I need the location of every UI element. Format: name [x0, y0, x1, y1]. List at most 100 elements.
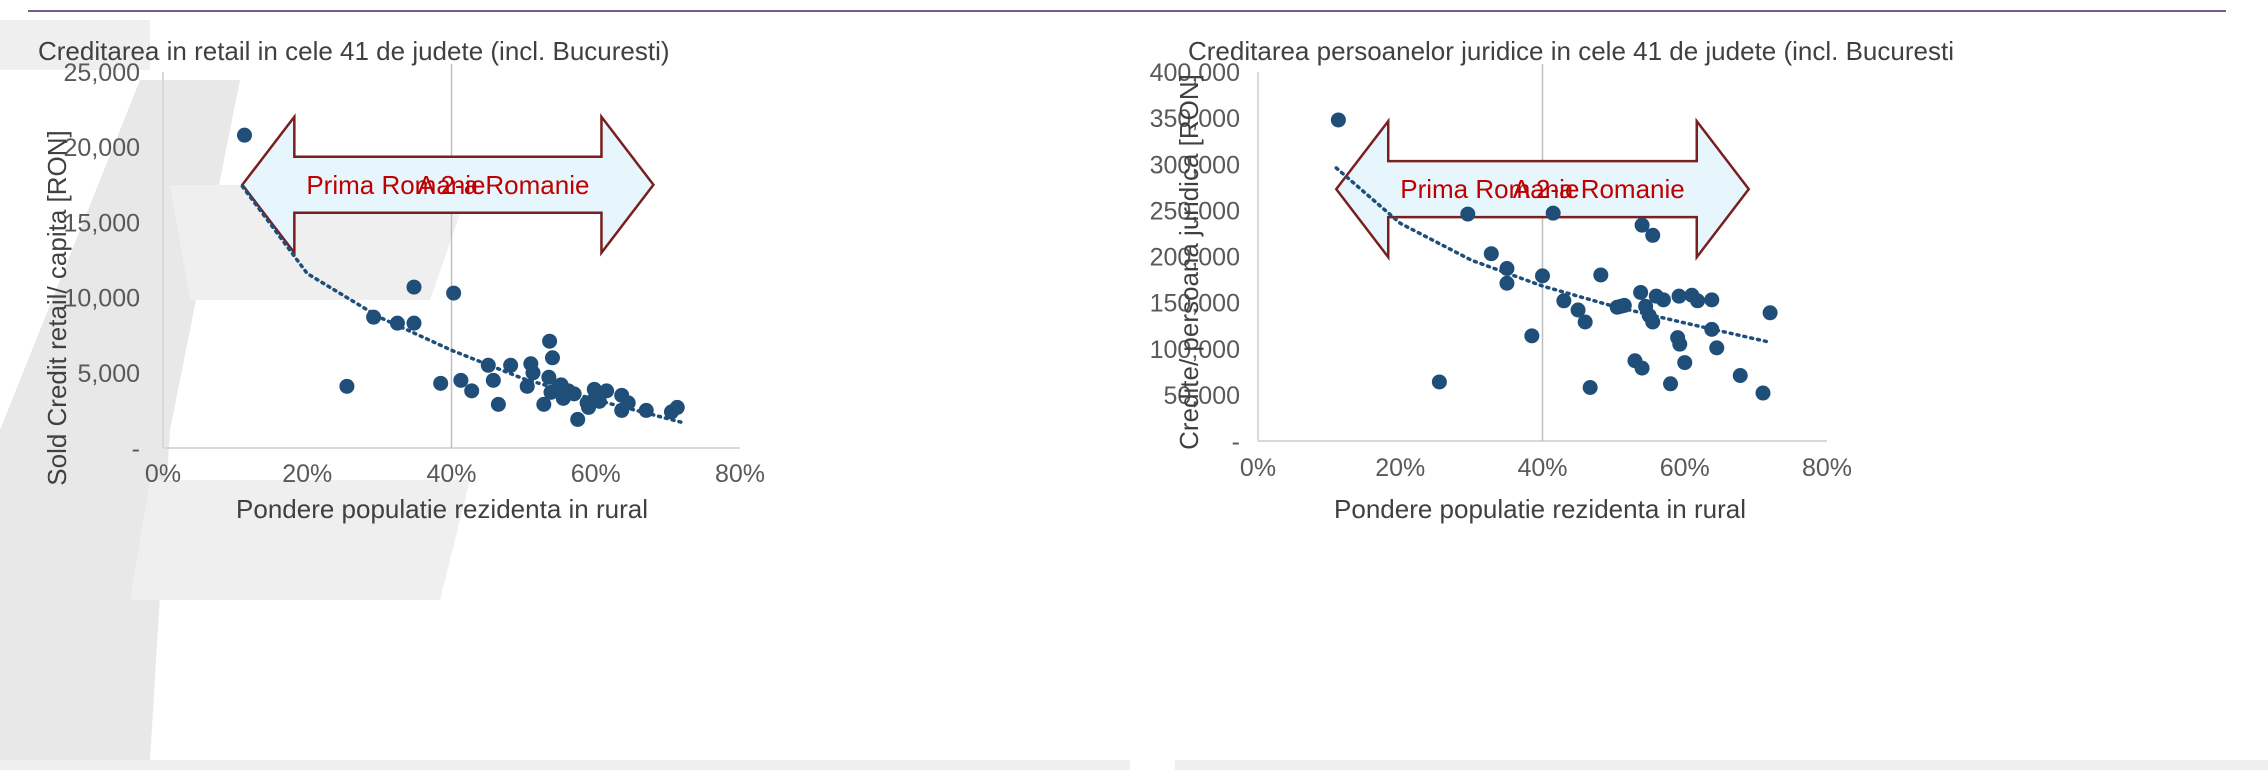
arrow-label-right: A 2-a Romanie — [1513, 174, 1685, 204]
y-tick-label: 100,000 — [1150, 336, 1240, 364]
y-tick-label: 25,000 — [64, 59, 140, 87]
x-tick-label: 0% — [145, 460, 181, 488]
data-point — [406, 279, 422, 295]
y-tick-label: 200,000 — [1150, 244, 1240, 272]
data-point — [1645, 314, 1661, 330]
data-point — [1593, 267, 1609, 283]
y-axis-ticks: - 5,000 10,000 15,000 20,000 25,000 — [64, 59, 140, 463]
data-point — [570, 411, 586, 427]
data-point — [1704, 292, 1720, 308]
data-point — [1677, 355, 1693, 371]
x-axis-ticks: 0% 20% 40% 60% 80% — [1240, 454, 1852, 482]
x-tick-label: 40% — [426, 460, 476, 488]
y-axis-label: Credite/ persoana juridica [RON] — [1174, 74, 1204, 450]
data-point — [1672, 336, 1688, 352]
data-point — [536, 396, 552, 412]
data-point — [1582, 379, 1598, 395]
data-points — [237, 127, 685, 427]
x-axis-label: Pondere populatie rezidenta in rural — [236, 494, 648, 524]
data-point — [519, 378, 535, 394]
data-point — [1663, 376, 1679, 392]
data-point — [1330, 112, 1346, 128]
data-point — [1704, 321, 1720, 337]
data-point — [1755, 385, 1771, 401]
data-point — [1655, 292, 1671, 308]
x-tick-label: 60% — [1660, 454, 1710, 482]
chart-title: Creditarea in retail in cele 41 de judet… — [38, 36, 670, 66]
y-tick-label: 50,000 — [1164, 382, 1240, 410]
data-point — [1535, 268, 1550, 284]
y-tick-label: - — [132, 435, 140, 463]
data-point — [480, 357, 496, 373]
data-point — [566, 386, 582, 402]
data-point — [1431, 374, 1447, 390]
data-point — [620, 395, 636, 411]
x-tick-label: 20% — [1375, 454, 1425, 482]
data-point — [389, 315, 405, 331]
data-point — [1524, 328, 1540, 344]
data-point — [366, 309, 382, 325]
data-point — [339, 378, 355, 394]
double-arrow: Prima Romanie A 2-a Romanie — [240, 113, 656, 257]
double-arrow-shape — [1334, 117, 1751, 261]
data-point — [1709, 340, 1725, 356]
data-point — [599, 383, 615, 399]
arrow-label-right: A 2-a Romanie — [417, 170, 589, 200]
data-point — [1460, 206, 1476, 222]
data-point — [542, 333, 558, 349]
retail-credit-scatter-chart: Creditarea in retail in cele 41 de judet… — [38, 36, 765, 524]
data-point — [1634, 217, 1650, 233]
arrow-label-left: Prima Romanie — [1400, 174, 1579, 204]
arrow-label-left: Prima Romanie — [306, 170, 485, 200]
data-point — [237, 127, 253, 143]
double-arrow-shape — [240, 113, 656, 257]
data-point — [1762, 305, 1778, 321]
data-point — [1556, 293, 1572, 309]
data-point — [1616, 297, 1632, 313]
y-axis-ticks: - 50,000 100,000 150,000 200,000 250,000 300,0… — [1150, 59, 1240, 456]
y-tick-label: - — [1232, 428, 1240, 456]
data-point — [1645, 227, 1661, 243]
bottom-band-right — [1175, 760, 2268, 770]
y-tick-label: 10,000 — [64, 285, 140, 313]
data-point — [1671, 288, 1687, 304]
data-point — [638, 402, 654, 418]
x-tick-label: 60% — [571, 460, 621, 488]
double-arrow: Prima Romanie A 2-a Romanie — [1334, 117, 1751, 261]
bottom-band-left — [0, 760, 1130, 770]
data-point — [1634, 360, 1650, 376]
data-point — [433, 375, 449, 391]
data-point — [1570, 302, 1586, 318]
x-axis-label: Pondere populatie rezidenta in rural — [1334, 494, 1746, 524]
x-tick-label: 20% — [282, 460, 332, 488]
trendline — [1334, 166, 1772, 345]
data-point — [541, 369, 557, 385]
data-point — [446, 285, 462, 301]
data-point — [1633, 284, 1649, 300]
y-tick-label: 250,000 — [1150, 197, 1240, 225]
x-tick-label: 80% — [1802, 454, 1852, 482]
chart-title: Creditarea persoanelor juridice in cele … — [1188, 36, 1954, 66]
y-tick-label: 5,000 — [77, 360, 140, 388]
data-point — [406, 315, 422, 331]
x-tick-label: 80% — [715, 460, 765, 488]
y-tick-label: 350,000 — [1150, 105, 1240, 133]
data-point — [1690, 293, 1706, 309]
data-point — [485, 372, 501, 388]
data-point — [503, 357, 519, 373]
y-tick-label: 400,000 — [1150, 59, 1240, 87]
y-tick-label: 300,000 — [1150, 151, 1240, 179]
data-point — [1499, 260, 1515, 276]
x-tick-label: 40% — [1517, 454, 1567, 482]
y-tick-label: 150,000 — [1150, 290, 1240, 318]
x-axis-ticks: 0% 20% 40% 60% 80% — [145, 460, 765, 488]
data-point — [544, 350, 560, 366]
y-tick-label: 15,000 — [64, 209, 140, 237]
data-point — [591, 393, 607, 409]
data-point — [490, 396, 506, 412]
data-point — [1483, 246, 1499, 262]
trendline — [240, 184, 685, 425]
data-point — [525, 365, 541, 381]
data-point — [1577, 314, 1593, 330]
top-divider-line — [28, 10, 2226, 12]
